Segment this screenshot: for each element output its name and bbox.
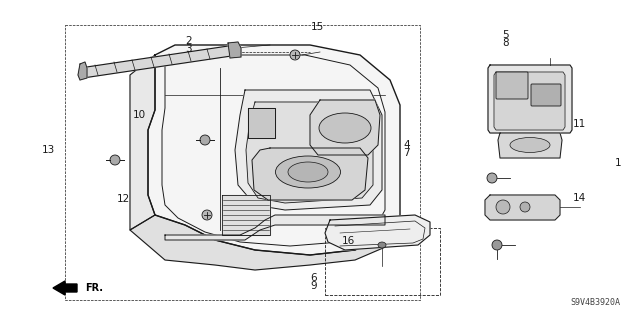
Text: 1: 1 xyxy=(614,158,621,168)
Bar xyxy=(325,228,440,295)
Circle shape xyxy=(520,202,530,212)
Circle shape xyxy=(487,173,497,183)
Text: 12: 12 xyxy=(117,194,130,204)
FancyBboxPatch shape xyxy=(496,72,528,99)
Ellipse shape xyxy=(378,242,386,248)
Circle shape xyxy=(492,240,502,250)
Polygon shape xyxy=(248,108,275,138)
Text: 13: 13 xyxy=(42,145,54,155)
Text: 4: 4 xyxy=(403,140,410,150)
Text: S9V4B3920A: S9V4B3920A xyxy=(570,298,620,307)
Polygon shape xyxy=(80,45,238,78)
Ellipse shape xyxy=(319,113,371,143)
Text: FR.: FR. xyxy=(85,283,103,293)
Circle shape xyxy=(200,135,210,145)
Polygon shape xyxy=(130,215,390,270)
FancyBboxPatch shape xyxy=(531,84,561,106)
Polygon shape xyxy=(485,195,560,220)
Polygon shape xyxy=(78,62,87,80)
Polygon shape xyxy=(228,42,241,58)
Polygon shape xyxy=(235,90,382,210)
Text: 14: 14 xyxy=(573,193,586,203)
Ellipse shape xyxy=(288,162,328,182)
Circle shape xyxy=(496,200,510,214)
Text: 6: 6 xyxy=(310,272,317,283)
Text: 10: 10 xyxy=(132,110,146,121)
Polygon shape xyxy=(498,133,562,158)
Text: 11: 11 xyxy=(573,119,586,130)
Ellipse shape xyxy=(510,137,550,152)
FancyArrow shape xyxy=(53,281,77,295)
Polygon shape xyxy=(310,100,380,155)
Polygon shape xyxy=(246,102,373,203)
Text: 15: 15 xyxy=(310,22,324,32)
Text: 3: 3 xyxy=(186,44,192,55)
Polygon shape xyxy=(488,65,572,133)
Polygon shape xyxy=(494,72,565,130)
Text: 16: 16 xyxy=(342,236,355,246)
Polygon shape xyxy=(130,55,155,230)
Polygon shape xyxy=(222,195,270,235)
Polygon shape xyxy=(252,148,368,200)
Text: 2: 2 xyxy=(186,36,192,47)
Circle shape xyxy=(290,50,300,60)
Polygon shape xyxy=(325,215,430,250)
Text: 9: 9 xyxy=(310,280,317,291)
Text: 8: 8 xyxy=(502,38,509,48)
Ellipse shape xyxy=(275,156,340,188)
Polygon shape xyxy=(148,45,400,255)
Circle shape xyxy=(202,210,212,220)
Circle shape xyxy=(110,155,120,165)
Text: 7: 7 xyxy=(403,148,410,158)
Text: 5: 5 xyxy=(502,30,509,40)
Polygon shape xyxy=(165,215,385,240)
